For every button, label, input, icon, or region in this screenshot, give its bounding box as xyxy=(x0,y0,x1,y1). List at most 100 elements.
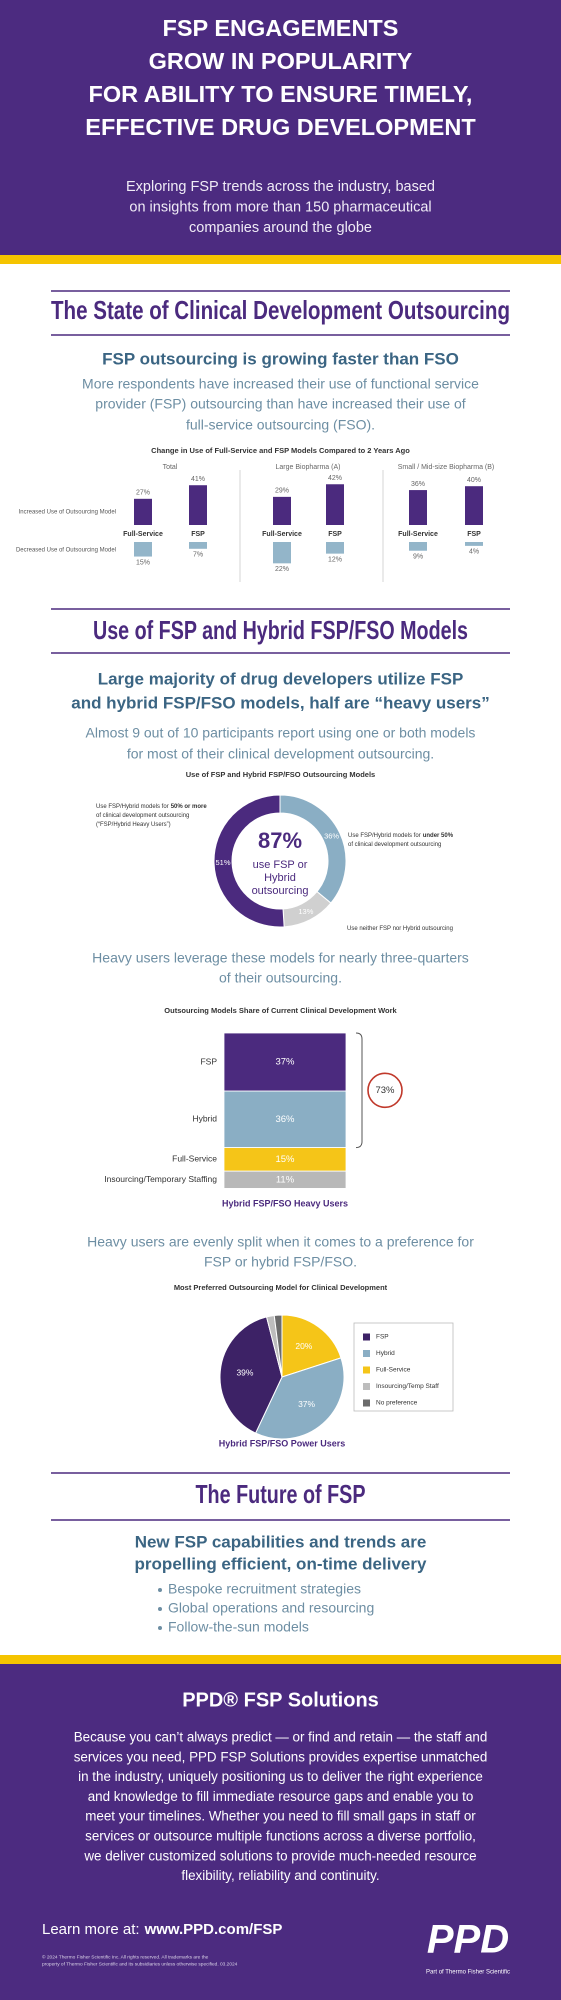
data-label: 11% xyxy=(276,1174,295,1185)
data-label: 15% xyxy=(275,1154,295,1165)
chart-title: Change in Use of Full-Service and FSP Mo… xyxy=(151,446,410,455)
logo-tagline: Part of Thermo Fisher Scientific xyxy=(426,1970,510,1976)
subheading: and hybrid FSP/FSO models, half are “hea… xyxy=(71,693,490,712)
data-label: 29% xyxy=(275,488,289,495)
pie-slice xyxy=(219,1316,283,1434)
annotation-text: Use FSP/Hybrid models for xyxy=(96,804,169,810)
center-text: use FSP or xyxy=(253,859,308,871)
bar xyxy=(273,542,291,564)
footer-paragraph: meet your timelines. Whether you need to… xyxy=(85,1809,476,1824)
bracket xyxy=(355,1032,363,1149)
legend-swatch xyxy=(363,1399,370,1407)
data-label: 39% xyxy=(236,1368,253,1378)
paragraph: full-service outsourcing (FSO). xyxy=(186,417,375,433)
paragraph: More respondents have increased their us… xyxy=(82,376,479,392)
learn-more-text: Learn more at: xyxy=(42,1921,140,1938)
data-label: 4% xyxy=(469,549,479,556)
caption: Hybrid FSP/FSO Heavy Users xyxy=(222,1198,348,1208)
data-label: 15% xyxy=(136,559,150,566)
chart-title: Most Preferred Outsourcing Model for Cli… xyxy=(174,1283,388,1292)
title: FSP ENGAGEMENTS xyxy=(163,15,399,41)
data-label: 37% xyxy=(298,1399,315,1409)
bar-segment xyxy=(223,1032,347,1092)
bar xyxy=(189,485,207,525)
x-tick-label: Full-Service xyxy=(262,531,302,538)
bar xyxy=(273,496,291,525)
section-heading: The State of Clinical Development Outsou… xyxy=(51,295,510,325)
footer-paragraph: we deliver customized solutions to provi… xyxy=(83,1848,476,1863)
annotation: 73% xyxy=(375,1085,395,1096)
data-label: 12% xyxy=(328,556,342,563)
legend-swatch xyxy=(363,1366,370,1374)
x-tick-label: Full-Service xyxy=(123,531,163,538)
pie-slice xyxy=(273,1314,283,1378)
subheading: propelling efficient, on-time delivery xyxy=(135,1554,427,1573)
footer-paragraph: flexibility, reliability and continuity. xyxy=(181,1868,379,1883)
pie-slice xyxy=(254,1357,345,1440)
donut-slice xyxy=(213,794,285,928)
title: GROW IN POPULARITY xyxy=(149,48,413,74)
fine-print: property of Thermo Fisher Scientific and… xyxy=(42,1961,238,1967)
subheading: Large majority of drug developers utiliz… xyxy=(98,669,464,688)
data-label: 51% xyxy=(216,858,231,867)
bar xyxy=(134,498,152,525)
note: Heavy users are evenly split when it com… xyxy=(87,1234,474,1250)
data-label: 41% xyxy=(191,476,205,483)
data-label: 37% xyxy=(275,1057,295,1068)
pie-slice xyxy=(281,1314,342,1378)
note: of their outsourcing. xyxy=(219,970,342,986)
header-background xyxy=(0,0,561,255)
center-value: 87% xyxy=(258,828,302,853)
header-stripe xyxy=(0,255,561,264)
bar xyxy=(189,542,207,549)
note: Heavy users leverage these models for ne… xyxy=(92,950,469,966)
bullet xyxy=(158,1607,162,1611)
footer-paragraph: and knowledge to fill immediate resource… xyxy=(88,1789,474,1804)
bar xyxy=(326,484,344,525)
subtitle: Exploring FSP trends across the industry… xyxy=(126,179,435,195)
legend-swatch xyxy=(363,1333,370,1341)
center-text: outsourcing xyxy=(252,885,309,897)
logo: PPD xyxy=(427,1918,509,1962)
x-tick-label: Full-Service xyxy=(398,531,438,538)
panel-title: Total xyxy=(163,464,178,471)
annotation-text: of clinical development outsourcing xyxy=(348,842,441,848)
row-label: Increased Use of Outsourcing Model xyxy=(19,510,116,516)
learn-more: Learn more at: www.PPD.com/FSP xyxy=(42,1921,282,1938)
title: FOR ABILITY TO ENSURE TIMELY, xyxy=(89,81,473,107)
annotation: Use neither FSP nor Hybrid outsourcing xyxy=(347,926,453,932)
data-label: 7% xyxy=(193,552,203,559)
legend-label: Insourcing/Temp Staff xyxy=(376,1383,439,1390)
bullet xyxy=(158,1588,162,1592)
section-heading: The Future of FSP xyxy=(196,1479,366,1509)
bar xyxy=(134,542,152,557)
data-label: 13% xyxy=(298,907,313,916)
x-tick-label: FSP xyxy=(191,531,205,538)
annotation-bold: 50% or more xyxy=(171,804,208,810)
footer-paragraph: in the industry, uniquely positioning us… xyxy=(78,1769,483,1784)
panel-title: Large Biopharma (A) xyxy=(276,464,341,471)
footer-paragraph: services you need, PPD FSP Solutions pro… xyxy=(74,1749,488,1764)
data-label: 27% xyxy=(136,490,150,497)
legend-swatch xyxy=(363,1383,370,1390)
legend-swatch xyxy=(363,1350,370,1357)
annotation-text: Use FSP/Hybrid models for xyxy=(348,833,421,839)
data-label: 20% xyxy=(295,1341,312,1351)
legend-label: Hybrid xyxy=(376,1350,395,1357)
category-label: FSP xyxy=(200,1056,217,1066)
bullet xyxy=(158,1626,162,1630)
subtitle: companies around the globe xyxy=(189,220,372,236)
caption: Hybrid FSP/FSO Power Users xyxy=(219,1438,346,1448)
paragraph: Almost 9 out of 10 participants report u… xyxy=(86,725,476,741)
footer-paragraph: Because you can’t always predict — or fi… xyxy=(74,1730,488,1745)
title: EFFECTIVE DRUG DEVELOPMENT xyxy=(85,114,476,140)
data-label: 22% xyxy=(275,566,289,573)
fine-print: © 2024 Thermo Fisher Scientific Inc. All… xyxy=(42,1953,209,1960)
bar xyxy=(465,486,483,525)
bar xyxy=(409,542,427,551)
data-label: 36% xyxy=(324,832,339,841)
bar-segment xyxy=(223,1090,347,1149)
bullet-text: Bespoke recruitment strategies xyxy=(168,1581,361,1597)
annotation-circle xyxy=(367,1072,403,1109)
